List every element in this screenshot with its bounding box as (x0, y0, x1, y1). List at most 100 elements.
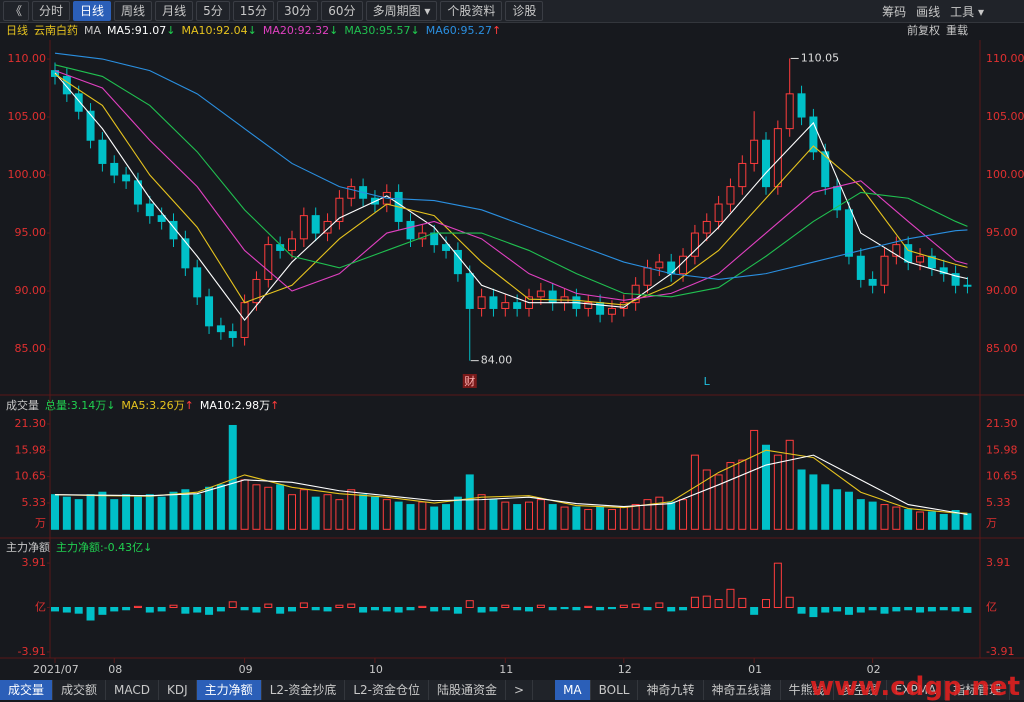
candle-body (157, 215, 166, 222)
toolbar-button[interactable]: 多周期图 ▾ (365, 1, 438, 21)
bar (406, 607, 415, 611)
toolbar-button[interactable]: 个股资料 (440, 1, 503, 21)
bar (833, 489, 842, 530)
toolbar-button[interactable]: 周线 (114, 1, 153, 21)
indicator-tab[interactable]: 指标管理 (945, 680, 1011, 700)
ma-legend: MA5:91.07 (107, 23, 167, 37)
bar (750, 429, 759, 530)
indicator-tab[interactable]: L2-资金抄底 (262, 680, 346, 700)
indicator-tab[interactable]: 成交量 (0, 680, 54, 700)
toolbar-button[interactable]: 《 (3, 1, 30, 21)
bar (205, 607, 214, 615)
toolbar-button[interactable]: 日线 (73, 1, 112, 21)
candle-body (86, 110, 95, 141)
bar (157, 607, 166, 612)
candle-body (951, 273, 960, 286)
bar (797, 607, 806, 614)
indicator-tab[interactable]: 主力净额 (196, 680, 262, 700)
x-tick-label: 01 (748, 663, 762, 676)
indicator-tab[interactable]: 牛熊线 (781, 680, 834, 700)
bar (430, 607, 439, 612)
bar (525, 607, 533, 612)
candle-body (110, 162, 119, 176)
bar (844, 491, 853, 530)
bar (596, 506, 605, 530)
bar (133, 496, 142, 530)
y-tick-label: 110.00 (8, 52, 47, 65)
bar (264, 603, 273, 608)
toolbar-button[interactable]: 分时 (32, 1, 71, 21)
candle-body (216, 325, 225, 333)
indicator-tab[interactable]: MACD (106, 680, 160, 700)
info-action[interactable]: 重载 (946, 24, 968, 37)
bar (477, 494, 486, 530)
candle-body (181, 238, 190, 269)
bar (856, 607, 865, 613)
bar (418, 501, 427, 530)
toolbar-button[interactable]: 月线 (155, 1, 194, 21)
indicator-tab[interactable]: L2-资金仓位 (345, 680, 429, 700)
indicator-tab[interactable]: KDJ (159, 680, 197, 700)
toolbar-button[interactable]: 60分 (321, 1, 363, 21)
x-tick-label: 2021/07 (33, 663, 79, 676)
indicator-tab[interactable]: 陆股通资金 (429, 680, 507, 700)
indicator-tab[interactable]: EXPMA (887, 680, 946, 700)
toolbar-button[interactable]: 诊股 (505, 1, 544, 21)
volume-header: 成交量 总量:3.14万 ↓ MA5:3.26万 ↑ MA10:2.98万 ↑ (0, 398, 279, 413)
toolbar-tool[interactable]: 筹码 (882, 4, 907, 19)
ma-line (54, 454, 968, 516)
y-tick-label: 90.00 (15, 284, 47, 297)
bar (288, 607, 296, 612)
bar (382, 607, 391, 612)
bar (359, 607, 368, 613)
info-bar: 日线 云南白药 MA MA5:91.07 ↓ MA10:92.04 ↓ MA20:92.32 ↓… (0, 22, 1024, 38)
bar (750, 607, 759, 615)
indicator-tab[interactable]: MA (555, 680, 591, 700)
bar (560, 607, 569, 610)
panel-legend: MA10:2.98万 (199, 399, 271, 412)
bar (631, 603, 640, 608)
candle-body (536, 290, 545, 298)
info-action[interactable]: 前复权 (907, 24, 940, 37)
indicator-tab[interactable]: 成交额 (53, 680, 107, 700)
y-unit: 万 (35, 516, 46, 529)
bar (809, 607, 818, 618)
ma-arrow: ↓ (166, 23, 176, 37)
bar (572, 607, 581, 611)
toolbar-tool[interactable]: 画线 (916, 4, 941, 19)
toolbar-button[interactable]: 5分 (196, 1, 230, 21)
candle-body (750, 139, 759, 164)
indicator-tab[interactable]: 多空线 (834, 680, 887, 700)
bar (62, 496, 71, 530)
candle-body (738, 162, 747, 188)
x-tick-label: 11 (499, 663, 513, 676)
indicator-tab[interactable]: BOLL (591, 680, 639, 700)
bar (927, 607, 936, 612)
watermark: www.cdgp.net (810, 672, 1020, 702)
ma-line (54, 449, 968, 514)
indicator-tab[interactable]: 神奇五线谱 (704, 680, 781, 700)
toolbar-tool[interactable]: 工具 ▾ (950, 4, 984, 19)
candle-body (74, 93, 83, 112)
indicator-tab[interactable]: > (506, 680, 534, 700)
x-tick-label: 08 (108, 663, 122, 676)
bar (643, 499, 652, 530)
candle-body (335, 197, 344, 222)
bar (74, 607, 83, 614)
toolbar-button[interactable]: 30分 (277, 1, 319, 21)
bar (619, 604, 628, 609)
candle-body (916, 255, 925, 263)
candle-body (785, 93, 794, 130)
y-tick-label: 5.33 (22, 496, 47, 509)
candle-body (513, 302, 522, 309)
indicator-tab[interactable]: 神奇九转 (638, 680, 704, 700)
y-tick-label-right: 110.00 (986, 52, 1024, 65)
bar (607, 509, 616, 530)
candle-body (880, 255, 889, 286)
bar (667, 501, 676, 530)
toolbar-button[interactable]: 15分 (232, 1, 274, 21)
toolbar-right: 筹码 画线 工具 ▾ (872, 0, 984, 22)
bar (169, 491, 178, 530)
bar (714, 474, 723, 530)
